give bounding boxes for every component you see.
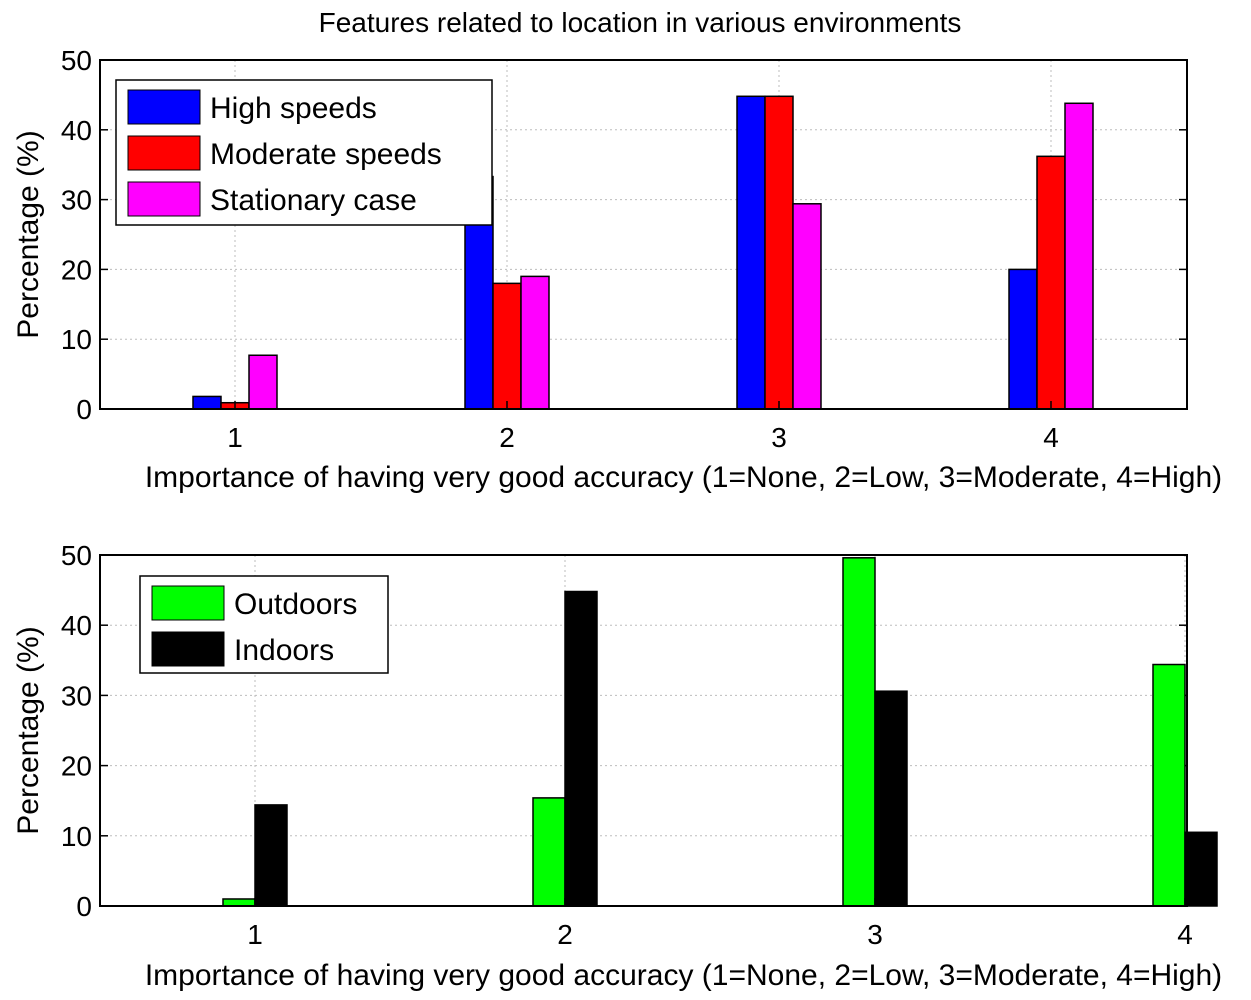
bar-outdoors-cat-4 [1152,663,1186,907]
bar-indoors-cat-3 [874,690,908,907]
bar-outdoors-cat-2 [532,797,566,907]
x-tick-label-1: 1 [227,422,243,453]
y-tick-label-40: 40 [61,610,92,641]
y-tick-label-40: 40 [61,115,92,146]
x-tick-label-2: 2 [499,422,515,453]
x-tick-label-4: 4 [1177,919,1193,950]
bar-moderate-speeds-cat-4 [1036,155,1066,410]
bar-moderate-speeds-cat-3 [764,95,794,410]
y-axis-label: Percentage (%) [12,130,45,338]
x-tick-label-2: 2 [557,919,573,950]
bar-stationary-case-cat-3 [792,203,822,410]
y-tick-label-30: 30 [61,185,92,216]
bar-indoors-cat-2 [564,590,598,907]
x-axis-label: Importance of having very good accuracy … [145,461,1222,494]
bar-indoors-cat-1 [254,804,288,907]
chart-top: 0 10 20 30 40 50 1 2 3 4 Importance of having very… [12,45,1222,494]
chart-bottom: 0 10 20 30 40 50 1 2 3 4 Importance of having very… [12,540,1222,992]
legend-label-indoors: Indoors [234,634,334,667]
x-tick-label-1: 1 [247,919,263,950]
legend-label-outdoors: Outdoors [234,588,357,621]
bar-stationary-case-cat-4 [1064,102,1094,410]
figure-title: Features related to location in various … [319,7,962,38]
y-tick-label-10: 10 [61,324,92,355]
legend-label-high-speeds: High speeds [210,92,377,125]
y-tick-label-30: 30 [61,680,92,711]
bar-high-speeds-cat-4 [1008,268,1038,410]
legend-swatch-indoors [151,631,225,667]
legend-swatch-outdoors [151,585,225,621]
legend-swatch-stationary-case [127,181,201,217]
x-tick-label-3: 3 [867,919,883,950]
legend-swatch-high-speeds [127,89,201,125]
y-tick-label-10: 10 [61,821,92,852]
bar-stationary-case-cat-1 [248,354,278,410]
legend-swatch-moderate-speeds [127,135,201,171]
bar-outdoors-cat-1 [222,898,256,907]
bar-stationary-case-cat-2 [520,275,550,410]
legend-label-moderate-speeds: Moderate speeds [210,138,442,171]
x-tick-label-3: 3 [771,422,787,453]
y-tick-label-0: 0 [76,891,92,922]
bar-moderate-speeds-cat-2 [492,282,522,410]
y-tick-label-20: 20 [61,254,92,285]
y-tick-label-20: 20 [61,751,92,782]
y-tick-label-50: 50 [61,540,92,571]
plot-frame [99,59,1188,410]
y-tick-label-50: 50 [61,45,92,76]
y-tick-label-0: 0 [76,394,92,425]
legend-label-stationary-case: Stationary case [210,184,417,217]
bar-outdoors-cat-3 [842,557,876,907]
bar-high-speeds-cat-1 [192,395,222,410]
x-axis-label: Importance of having very good accuracy … [145,959,1222,992]
bar-high-speeds-cat-3 [736,95,766,410]
y-axis-label: Percentage (%) [12,626,45,834]
x-tick-label-4: 4 [1043,422,1059,453]
bar-indoors-cat-4 [1184,831,1218,907]
plot-frame [99,554,1188,907]
